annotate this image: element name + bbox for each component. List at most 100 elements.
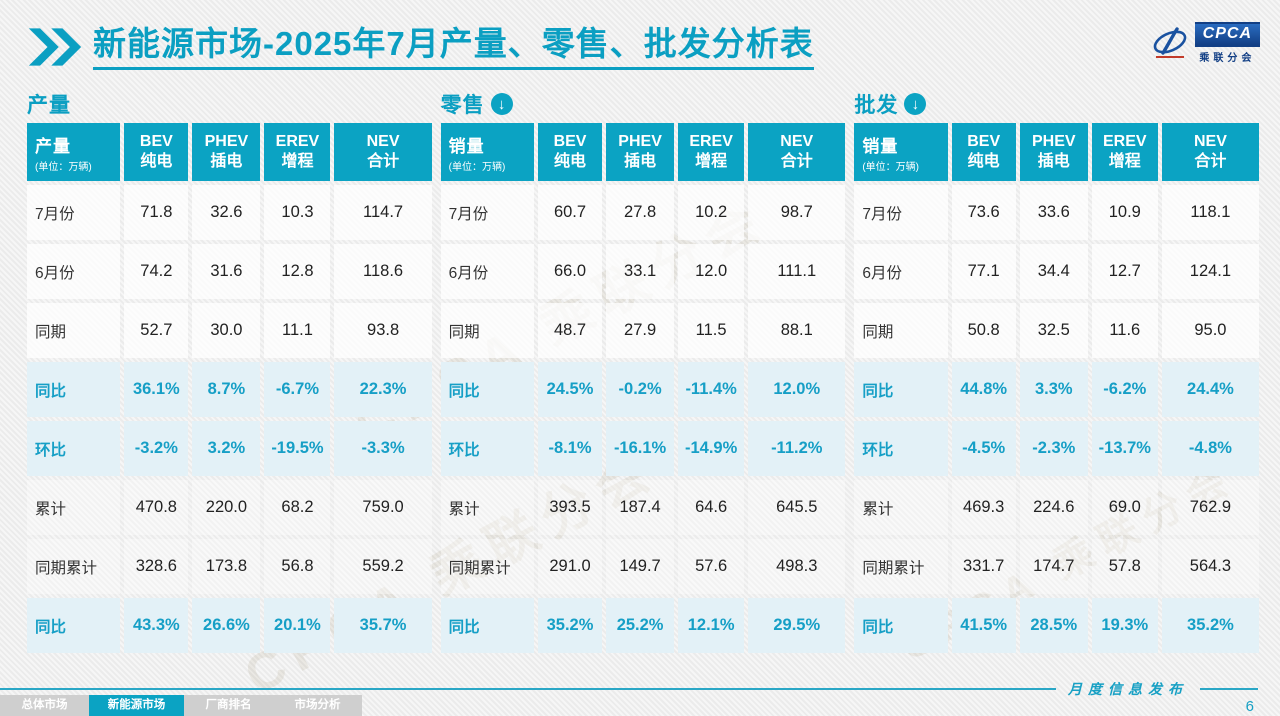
- row-label: 环比: [440, 421, 534, 477]
- value-cell: 174.7: [1019, 539, 1088, 595]
- retail-row-2: 同期 48.7 27.9 11.5 88.1: [440, 303, 846, 359]
- value-cell: 187.4: [606, 480, 675, 536]
- row-label: 累计: [440, 480, 534, 536]
- value-cell: 43.3%: [124, 598, 189, 654]
- value-cell: 11.6: [1091, 303, 1158, 359]
- wholesale-header-label-cell: 销量 (单位：万辆): [854, 123, 948, 182]
- retail-col-header-bev: BEV 纯电: [537, 123, 603, 182]
- value-cell: 12.1%: [678, 598, 745, 654]
- row-label: 6月份: [440, 244, 534, 300]
- value-cell: 57.6: [678, 539, 745, 595]
- retail-header-label-cell: 销量 (单位：万辆): [440, 123, 534, 182]
- production-col-header-nev: NEV 合计: [334, 123, 432, 182]
- value-cell: -11.4%: [678, 362, 745, 418]
- retail-header-row: 销量 (单位：万辆) BEV 纯电 PHEV 插电 EREV 增程 NEV 合计: [440, 123, 846, 182]
- production-row-7: 同比 43.3% 26.6% 20.1% 35.7%: [27, 598, 432, 654]
- value-cell: 10.3: [264, 185, 331, 241]
- wholesale-row-4: 环比 -4.5% -2.3% -13.7% -4.8%: [854, 421, 1260, 477]
- row-label: 同期: [27, 303, 121, 359]
- cpca-logo-subtext: 乘联分会: [1199, 52, 1256, 64]
- value-cell: 68.2: [264, 480, 331, 536]
- value-cell: 30.0: [192, 303, 261, 359]
- wholesale-row-7: 同比 41.5% 28.5% 19.3% 35.2%: [854, 598, 1260, 654]
- value-cell: 328.6: [124, 539, 189, 595]
- row-label: 同比: [440, 598, 534, 654]
- value-cell: 118.1: [1161, 185, 1260, 241]
- production-section-label: 产量: [27, 94, 71, 118]
- row-label: 环比: [854, 421, 948, 477]
- footer-tab-1[interactable]: 新能源市场: [89, 695, 184, 716]
- value-cell: 50.8: [951, 303, 1016, 359]
- page-title-rest: -2025年7月产量、零售、批发分析表: [263, 25, 814, 62]
- wholesale-col-header-erev: EREV 增程: [1091, 123, 1158, 182]
- double-chevron-icon: [28, 28, 82, 66]
- value-cell: 111.1: [748, 244, 846, 300]
- wholesale-section-head: 批发 ↓: [854, 90, 1259, 118]
- footer-rule: 月度信息发布: [0, 680, 1258, 698]
- row-label: 7月份: [27, 185, 121, 241]
- wholesale-row-5: 累计 469.3 224.6 69.0 762.9: [854, 480, 1260, 536]
- value-cell: -4.8%: [1161, 421, 1260, 477]
- value-cell: 34.4: [1019, 244, 1088, 300]
- value-cell: 31.6: [192, 244, 261, 300]
- value-cell: -0.2%: [606, 362, 675, 418]
- value-cell: -4.5%: [951, 421, 1016, 477]
- value-cell: 57.8: [1091, 539, 1158, 595]
- retail-row-5: 累计 393.5 187.4 64.6 645.5: [440, 480, 846, 536]
- footer-tab-0[interactable]: 总体市场: [0, 695, 89, 716]
- value-cell: 559.2: [334, 539, 432, 595]
- retail-section-head: 零售 ↓: [441, 90, 846, 118]
- value-cell: 88.1: [748, 303, 846, 359]
- value-cell: 11.5: [678, 303, 745, 359]
- value-cell: 12.8: [264, 244, 331, 300]
- wholesale-row-1: 6月份 77.1 34.4 12.7 124.1: [854, 244, 1260, 300]
- value-cell: 69.0: [1091, 480, 1158, 536]
- value-cell: 27.8: [606, 185, 675, 241]
- value-cell: 60.7: [537, 185, 603, 241]
- row-label: 同期: [440, 303, 534, 359]
- row-label: 累计: [854, 480, 948, 536]
- tables-area: 产量 产量 (单位：万辆) BEV 纯电 PHEV 插电 EREV 增程 NEV 合计 7月份 71.8…: [0, 70, 1280, 654]
- value-cell: 11.1: [264, 303, 331, 359]
- row-label: 环比: [27, 421, 121, 477]
- value-cell: -11.2%: [748, 421, 846, 477]
- row-label: 7月份: [440, 185, 534, 241]
- value-cell: 33.6: [1019, 185, 1088, 241]
- footer-tab-2[interactable]: 厂商排名: [184, 695, 273, 716]
- value-cell: -16.1%: [606, 421, 675, 477]
- value-cell: 33.1: [606, 244, 675, 300]
- value-cell: 114.7: [334, 185, 432, 241]
- retail-table-block: 零售 ↓ 销量 (单位：万辆) BEV 纯电 PHEV 插电 EREV 增程 NEV 合计 7月份 60.…: [440, 90, 846, 654]
- wholesale-table: 销量 (单位：万辆) BEV 纯电 PHEV 插电 EREV 增程 NEV 合计 7月份 73.6 33…: [850, 119, 1263, 657]
- footer-rule-line-short: [1200, 688, 1258, 690]
- value-cell: 64.6: [678, 480, 745, 536]
- wholesale-col-header-phev: PHEV 插电: [1019, 123, 1088, 182]
- value-cell: 32.5: [1019, 303, 1088, 359]
- row-label: 6月份: [854, 244, 948, 300]
- production-col-header-erev: EREV 增程: [264, 123, 331, 182]
- value-cell: 393.5: [537, 480, 603, 536]
- value-cell: -3.3%: [334, 421, 432, 477]
- wholesale-col-header-nev: NEV 合计: [1161, 123, 1260, 182]
- value-cell: 28.5%: [1019, 598, 1088, 654]
- value-cell: 331.7: [951, 539, 1016, 595]
- row-label: 同期: [854, 303, 948, 359]
- retail-row-6: 同期累计 291.0 149.7 57.6 498.3: [440, 539, 846, 595]
- row-label: 同比: [27, 598, 121, 654]
- wholesale-header-row: 销量 (单位：万辆) BEV 纯电 PHEV 插电 EREV 增程 NEV 合计: [854, 123, 1260, 182]
- cpca-logo: CPCA 乘联分会: [1150, 22, 1260, 64]
- value-cell: 10.2: [678, 185, 745, 241]
- value-cell: 77.1: [951, 244, 1016, 300]
- production-header-row: 产量 (单位：万辆) BEV 纯电 PHEV 插电 EREV 增程 NEV 合计: [27, 123, 432, 182]
- production-row-3: 同比 36.1% 8.7% -6.7% 22.3%: [27, 362, 432, 418]
- row-label: 同期累计: [854, 539, 948, 595]
- value-cell: -6.7%: [264, 362, 331, 418]
- footer-nav-tabs: 总体市场 新能源市场 厂商排名 市场分析: [0, 695, 362, 716]
- value-cell: -3.2%: [124, 421, 189, 477]
- footer-tab-3[interactable]: 市场分析: [273, 695, 362, 716]
- wholesale-row-3: 同比 44.8% 3.3% -6.2% 24.4%: [854, 362, 1260, 418]
- retail-row-7: 同比 35.2% 25.2% 12.1% 29.5%: [440, 598, 846, 654]
- value-cell: 44.8%: [951, 362, 1016, 418]
- value-cell: 12.7: [1091, 244, 1158, 300]
- value-cell: 759.0: [334, 480, 432, 536]
